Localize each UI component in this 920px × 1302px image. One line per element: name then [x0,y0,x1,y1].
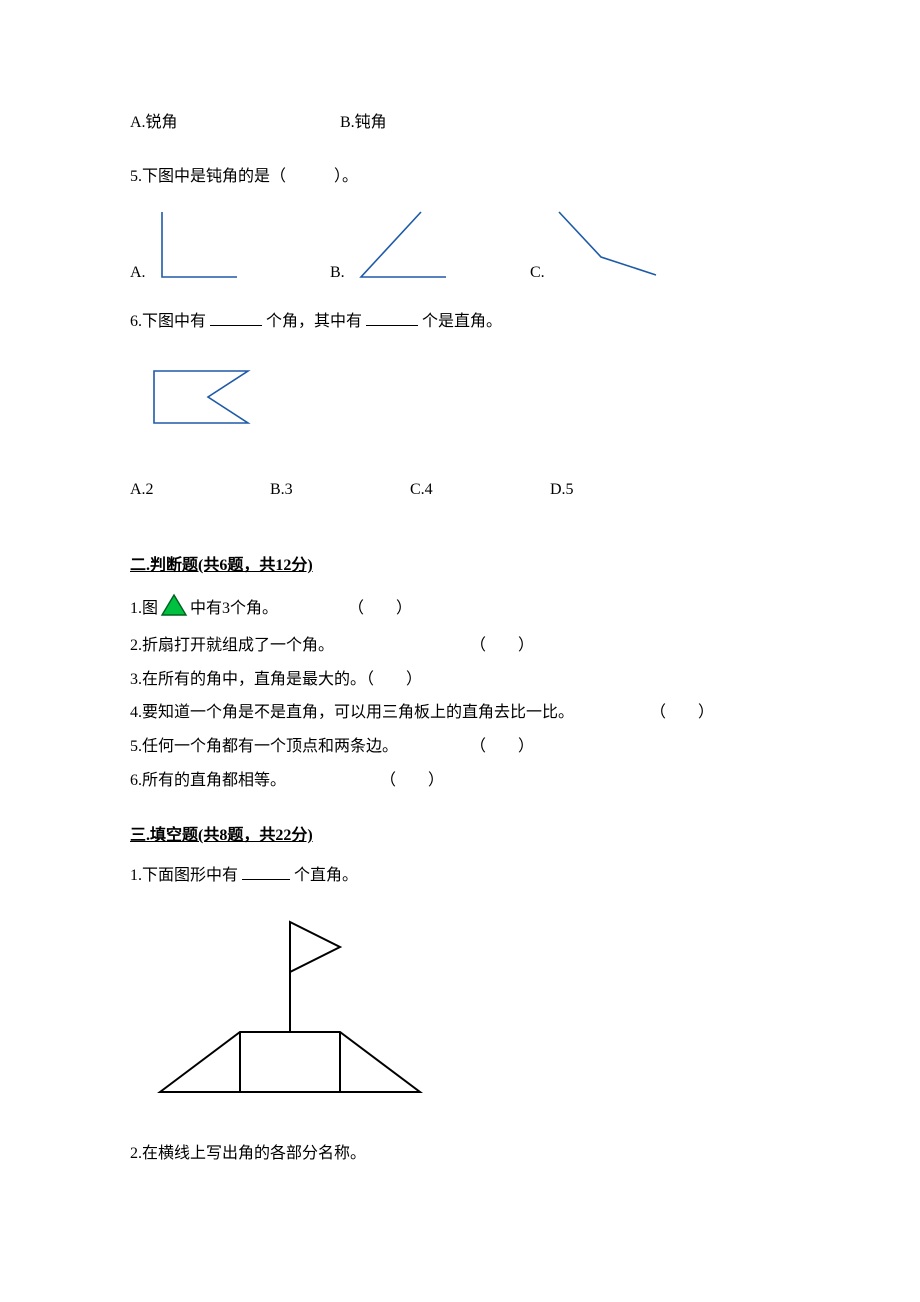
triangle-icon [160,593,188,626]
acute-angle-icon [351,207,451,285]
worksheet-page: A.锐角 B.钝角 5.下图中是钝角的是（ ）。 A. B. C. [0,0,920,1302]
q6-opt-b: B.3 [270,477,410,503]
q6-post: 个是直角。 [422,313,502,330]
s3-q1-pre: 1.下面图形中有 [130,867,238,884]
q6-options-row: A.2 B.3 C.4 D.5 [130,477,790,503]
q6-stem: 6.下图中有 个角，其中有 个是直角。 [130,309,790,335]
q4-option-b: B.钝角 [340,110,387,136]
q5-label-a: A. [130,260,146,286]
s2-q5-text: 5.任何一个角都有一个顶点和两条边。 [130,734,470,760]
q5-label-c: C. [530,260,545,286]
q6-opt-d: D.5 [550,477,574,503]
s3-q2: 2.在横线上写出角的各部分名称。 [130,1141,790,1167]
q4-option-a: A.锐角 [130,110,340,136]
s2-q1-paren: （ ） [348,596,412,622]
s3-q1-blank [242,863,290,880]
notched-flag-icon [148,365,268,429]
s2-q4: 4.要知道一个角是不是直角，可以用三角板上的直角去比一比。 （ ） [130,700,790,726]
s2-q4-text: 4.要知道一个角是不是直角，可以用三角板上的直角去比一比。 [130,700,650,726]
q6-blank-2 [366,309,418,326]
s2-q2: 2.折扇打开就组成了一个角。 （ ） [130,633,790,659]
s3-q1-figure [140,912,790,1111]
house-flag-icon [140,912,430,1102]
s2-q6: 6.所有的直角都相等。 （ ） [130,768,790,794]
q5-stem: 5.下图中是钝角的是（ ）。 [130,164,790,190]
s2-q6-text: 6.所有的直角都相等。 [130,768,380,794]
s2-q5-paren: （ ） [470,734,534,760]
s2-q2-paren: （ ） [470,633,534,659]
q5-opt-a: A. [130,207,330,285]
s2-q2-text: 2.折扇打开就组成了一个角。 [130,633,470,659]
s2-q3-text: 3.在所有的角中，直角是最大的。（ ） [130,671,422,688]
right-angle-icon [152,207,242,285]
q6-mid: 个角，其中有 [266,313,362,330]
q6-figure-wrap [148,365,790,438]
s2-q3: 3.在所有的角中，直角是最大的。（ ） [130,667,790,693]
s2-q6-paren: （ ） [380,768,444,794]
s2-q1: 1.图 中有3个角。 （ ） [130,593,790,626]
s3-q1-post: 个直角。 [294,867,358,884]
q6-blank-1 [210,309,262,326]
s2-q5: 5.任何一个角都有一个顶点和两条边。 （ ） [130,734,790,760]
q5-opt-b: B. [330,207,530,285]
q6-opt-c: C.4 [410,477,550,503]
section-3-heading: 三.填空题(共8题，共22分) [130,823,790,849]
s2-q1-post: 中有3个角。 [190,596,278,622]
section-2-heading: 二.判断题(共6题，共12分) [130,553,790,579]
q5-stem-prefix: 5.下图中是钝角的是（ [130,168,286,185]
s3-q2-text: 2.在横线上写出角的各部分名称。 [130,1145,366,1162]
s3-q1: 1.下面图形中有 个直角。 [130,863,790,889]
s2-q1-pre: 1.图 [130,596,158,622]
q5-figures-row: A. B. C. [130,207,790,285]
s2-q4-paren: （ ） [650,700,714,726]
q5-opt-c: C. [530,207,661,285]
q6-opt-a: A.2 [130,477,270,503]
q6-pre: 6.下图中有 [130,313,206,330]
obtuse-angle-icon [551,207,661,285]
q4-options-row: A.锐角 B.钝角 [130,110,790,136]
q5-label-b: B. [330,260,345,286]
q5-stem-suffix: ）。 [334,168,358,185]
